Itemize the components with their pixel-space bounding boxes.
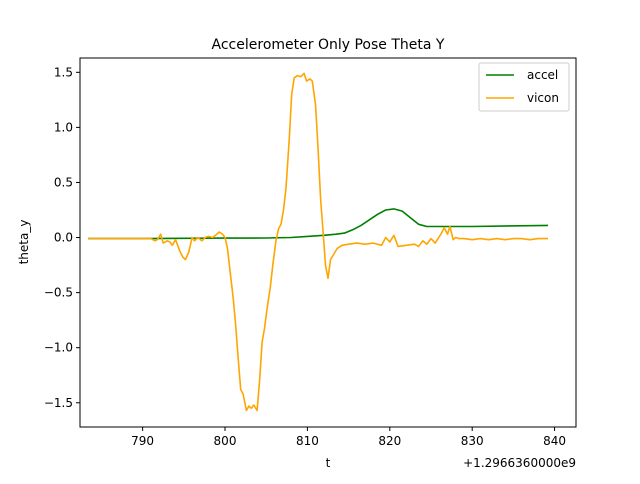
x-tick-label: 820 bbox=[378, 434, 401, 448]
y-tick-label: 1.0 bbox=[54, 120, 73, 134]
series-line-vicon bbox=[88, 72, 548, 412]
y-tick-label: −0.5 bbox=[44, 286, 73, 300]
y-tick-label: 0.5 bbox=[54, 175, 73, 189]
legend-label-accel: accel bbox=[527, 68, 558, 82]
x-tick-label: 800 bbox=[214, 434, 237, 448]
x-tick-label: 840 bbox=[543, 434, 566, 448]
x-tick-label: 790 bbox=[131, 434, 154, 448]
chart-title: Accelerometer Only Pose Theta Y bbox=[212, 37, 445, 53]
y-axis-ticks: −1.5 −1.0 −0.5 0.0 0.5 1.0 1.5 bbox=[44, 65, 80, 410]
y-tick-label: 1.5 bbox=[54, 65, 73, 79]
y-tick-label: 0.0 bbox=[54, 231, 73, 245]
series-line-accel bbox=[88, 208, 549, 240]
x-axis-label: t bbox=[326, 456, 331, 470]
plot-area-frame bbox=[79, 57, 577, 428]
y-axis-label: theta_y bbox=[17, 220, 31, 265]
y-tick-label: −1.0 bbox=[44, 341, 73, 355]
x-axis-ticks: 790 800 810 820 830 840 bbox=[131, 427, 566, 448]
plot-content bbox=[88, 72, 549, 412]
x-tick-label: 810 bbox=[296, 434, 319, 448]
y-tick-label: −1.5 bbox=[44, 396, 73, 410]
x-tick-label: 830 bbox=[461, 434, 484, 448]
legend: accel vicon bbox=[478, 62, 570, 112]
x-axis-offset-label: +1.2966360000e9 bbox=[463, 456, 576, 470]
legend-label-vicon: vicon bbox=[527, 91, 559, 105]
